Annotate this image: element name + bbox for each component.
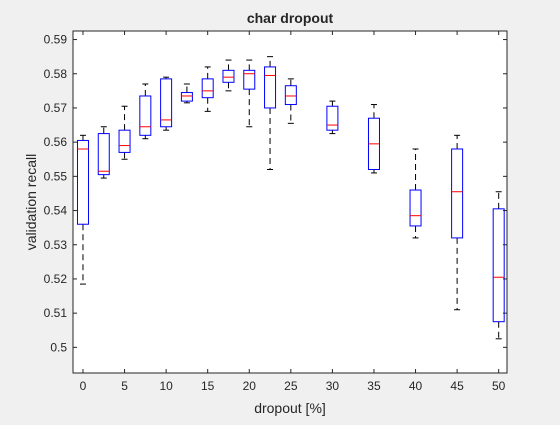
box [139,95,152,136]
box-group [367,104,380,174]
axes-frame [72,30,508,374]
y-tick-label: 0.58 [44,67,68,81]
box-group [326,100,339,135]
box-group [243,59,256,128]
box [243,69,256,90]
x-tick-label: 5 [121,379,128,393]
plot-area [73,31,507,373]
y-tick-label: 0.52 [44,272,68,286]
x-tick-label: 15 [201,379,215,393]
x-tick-label: 25 [284,379,298,393]
box [201,78,214,99]
box [180,92,193,102]
box-group [264,56,277,171]
box-group [160,76,173,131]
x-tick-label: 10 [159,379,173,393]
y-axis-label: validation recall [23,154,39,251]
x-tick-label: 40 [409,379,423,393]
box [264,66,277,109]
y-tick-label: 0.57 [44,101,68,115]
box-group [492,191,505,340]
box [97,133,110,176]
box [160,78,173,128]
box-group [139,83,152,140]
y-tick-label: 0.56 [44,135,68,149]
y-tick-label: 0.53 [44,238,68,252]
y-tick-label: 0.51 [44,306,68,320]
box-group [201,66,214,112]
chart-title: char dropout [247,10,334,26]
y-tick-label: 0.5 [50,340,67,354]
x-tick-label: 35 [367,379,381,393]
x-tick-label: 30 [326,379,340,393]
box-group [118,105,131,160]
x-tick-label: 50 [492,379,506,393]
box [409,189,422,227]
box [492,208,505,323]
y-tick-label: 0.54 [44,204,68,218]
x-axis-label: dropout [%] [254,400,326,416]
box-group [451,134,464,311]
y-tick-label: 0.59 [44,33,68,47]
box-group [409,148,422,239]
box-group [76,134,89,285]
x-tick-label: 45 [450,379,464,393]
box [222,69,235,83]
box [326,105,339,131]
box [118,129,131,153]
box-group [97,126,110,179]
box-group [222,59,235,92]
box [76,139,89,225]
box-group [180,83,193,104]
y-tick-label: 0.55 [44,169,68,183]
box-group [284,78,297,124]
x-tick-label: 0 [80,379,87,393]
x-tick-label: 20 [243,379,257,393]
box [451,148,464,239]
box [284,85,297,106]
